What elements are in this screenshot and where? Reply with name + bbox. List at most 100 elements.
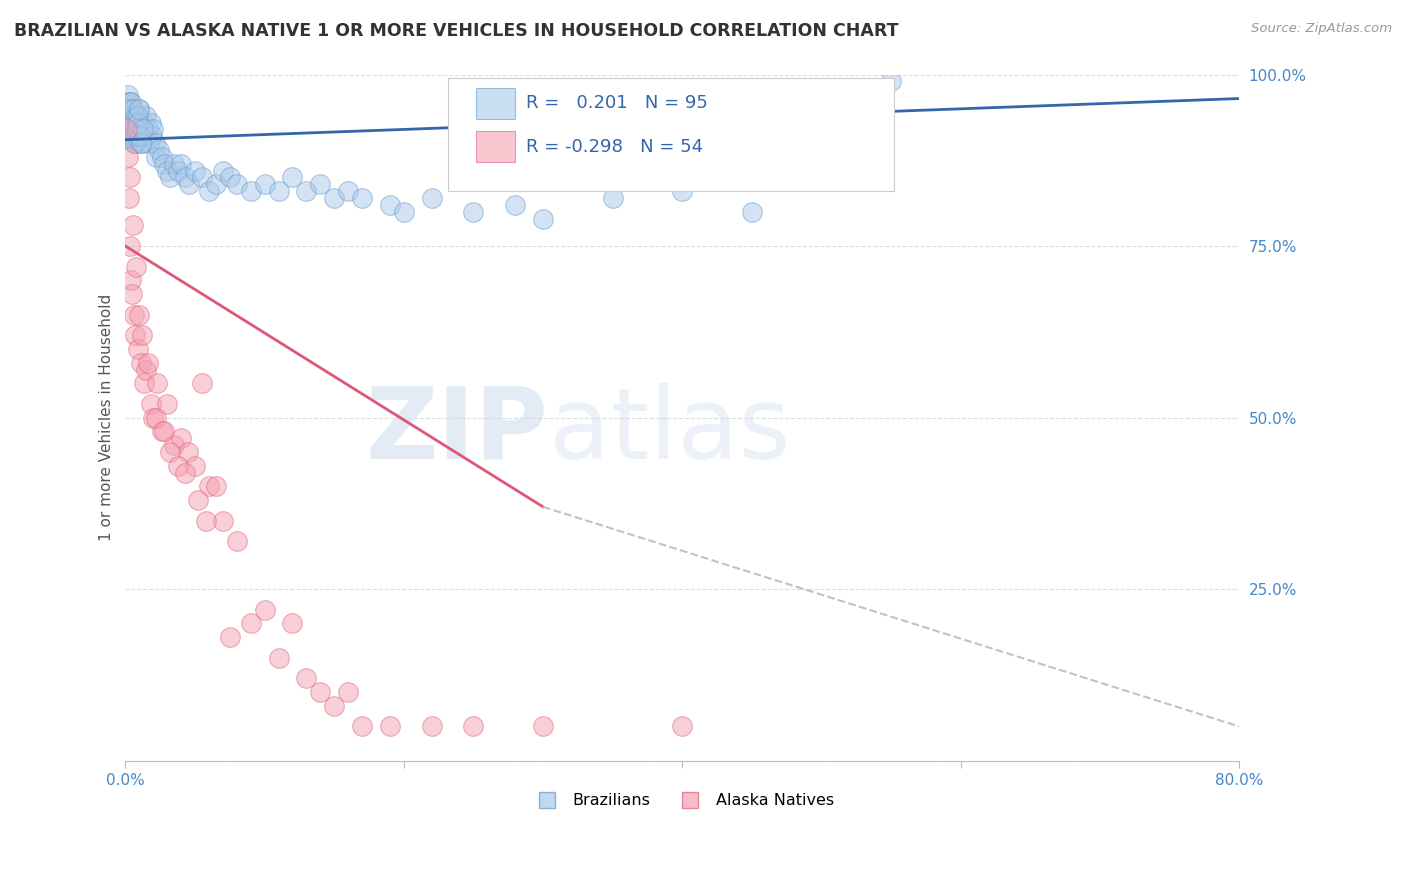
Point [187, 493, 209, 508]
Point [118, 129, 141, 144]
Point [153, 157, 176, 171]
Point [167, 458, 190, 473]
Point [117, 109, 139, 123]
Point [121, 115, 143, 129]
Point [124, 109, 146, 123]
Point [121, 129, 143, 144]
Point [128, 308, 150, 322]
Point [174, 170, 197, 185]
Point [880, 74, 903, 88]
Point [159, 445, 181, 459]
FancyBboxPatch shape [477, 88, 515, 120]
Point [281, 170, 304, 185]
Point [212, 514, 235, 528]
Point [118, 115, 141, 129]
Point [132, 115, 155, 129]
Point [531, 211, 554, 226]
Point [602, 191, 624, 205]
Point [239, 184, 262, 198]
Point [125, 129, 148, 144]
Point [170, 431, 193, 445]
Point [125, 260, 148, 274]
Point [124, 115, 146, 129]
Point [118, 239, 141, 253]
Point [117, 95, 139, 109]
Point [179, 178, 201, 192]
Point [118, 95, 141, 109]
Point [121, 129, 143, 144]
Point [378, 198, 401, 212]
Point [146, 376, 169, 391]
Point [337, 184, 360, 198]
Point [124, 129, 146, 144]
Point [127, 115, 149, 129]
Point [141, 129, 163, 144]
Point [309, 178, 332, 192]
Point [170, 157, 193, 171]
Point [225, 534, 247, 549]
Point [191, 376, 214, 391]
Point [153, 425, 176, 439]
Point [125, 122, 148, 136]
Point [463, 204, 485, 219]
Point [120, 115, 142, 129]
Point [267, 184, 290, 198]
Point [129, 122, 152, 136]
Text: ZIP: ZIP [366, 383, 548, 480]
Point [115, 109, 138, 123]
Point [117, 102, 139, 116]
Point [128, 102, 150, 116]
Point [148, 143, 170, 157]
Point [671, 719, 693, 733]
Point [131, 328, 153, 343]
Point [142, 122, 165, 136]
Text: R = -0.298   N = 54: R = -0.298 N = 54 [526, 137, 703, 155]
Point [117, 115, 139, 129]
Point [218, 170, 240, 185]
Point [198, 479, 221, 493]
Point [503, 198, 526, 212]
Point [225, 178, 247, 192]
Point [337, 685, 360, 699]
Point [741, 204, 763, 219]
Point [118, 122, 141, 136]
Point [191, 170, 214, 185]
Point [205, 479, 228, 493]
Point [309, 685, 332, 699]
Point [128, 115, 150, 129]
Point [135, 362, 157, 376]
Point [136, 122, 159, 136]
Point [420, 719, 443, 733]
Point [352, 719, 374, 733]
Point [120, 170, 142, 185]
Point [142, 410, 165, 425]
Point [531, 719, 554, 733]
Point [463, 719, 485, 733]
Point [127, 342, 149, 356]
Point [212, 163, 235, 178]
Point [218, 630, 240, 644]
FancyBboxPatch shape [477, 131, 515, 162]
Point [150, 150, 173, 164]
Point [132, 122, 155, 136]
Legend: Brazilians, Alaska Natives: Brazilians, Alaska Natives [524, 787, 841, 814]
Point [295, 672, 318, 686]
Point [128, 102, 150, 116]
Point [420, 191, 443, 205]
Point [267, 650, 290, 665]
Point [145, 410, 167, 425]
Point [156, 163, 179, 178]
Point [118, 102, 141, 116]
Text: R =   0.201   N = 95: R = 0.201 N = 95 [526, 95, 709, 112]
Point [135, 109, 157, 123]
Point [323, 698, 346, 713]
Point [124, 122, 146, 136]
Point [174, 466, 197, 480]
Point [132, 376, 155, 391]
Point [253, 178, 276, 192]
Point [122, 136, 145, 150]
Point [239, 616, 262, 631]
Point [127, 109, 149, 123]
Point [163, 438, 186, 452]
Point [253, 603, 276, 617]
